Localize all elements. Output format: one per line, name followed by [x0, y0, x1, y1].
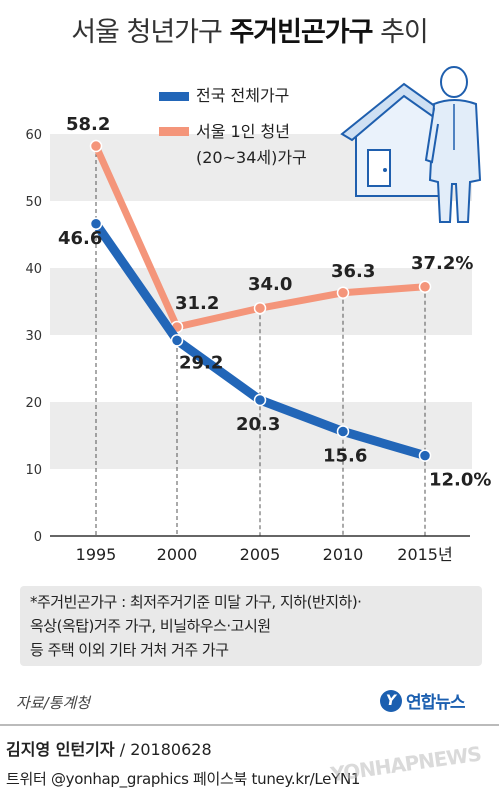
definition-note: *주거빈곤가구 : 최저주거기준 미달 가구, 지하(반지하)· 옥상(옥탑)거… — [20, 586, 482, 666]
x-axis-ticks: 1995 2000 2005 2010 2015년 — [76, 545, 453, 564]
y-tick-label: 0 — [34, 530, 42, 545]
y-tick-label: 40 — [25, 262, 42, 277]
social-links: 트위터 @yonhap_graphics 페이스북 tuney.kr/LeYN1 — [6, 770, 361, 788]
x-tick-label: 2005 — [240, 545, 281, 564]
series-point-orange — [253, 301, 267, 315]
x-tick-label: 2015년 — [397, 545, 452, 564]
x-tick-label: 2000 — [157, 545, 198, 564]
series-point-blue — [253, 393, 267, 407]
series-point-blue — [336, 425, 350, 438]
series-point-orange — [336, 286, 350, 300]
credit-line: 김지영 인턴기자 / 20180628 — [6, 736, 212, 760]
title-part2: 주거빈곤가구 — [229, 17, 373, 48]
data-label-orange: 31.2 — [175, 293, 219, 314]
grid-band-1 — [50, 268, 472, 335]
y-axis-ticks: 0 10 20 30 40 50 60 — [25, 128, 42, 545]
data-label-orange: 37.2% — [411, 253, 473, 274]
yonhap-logo-text: 연합뉴스 — [406, 693, 466, 713]
data-label-blue: 46.6 — [58, 228, 102, 249]
series-point-orange — [89, 139, 103, 153]
reporter-name: 김지영 인턴기자 — [6, 740, 115, 759]
y-tick-label: 10 — [25, 463, 42, 478]
legend-label-orange-2: (20~34세)가구 — [196, 148, 307, 167]
note-line-2: 옥상(옥탑)거주 가구, 비닐하우스·고시원 — [30, 617, 271, 635]
series-point-blue — [89, 217, 103, 231]
y-tick-label: 50 — [25, 195, 42, 210]
data-label-blue: 20.3 — [236, 414, 280, 435]
data-label-blue: 12.0% — [429, 470, 491, 491]
series-point-blue — [170, 334, 184, 347]
credit-date: / 20180628 — [114, 740, 212, 759]
watermark: YONHAPNEWS — [329, 741, 483, 787]
x-tick-label: 2010 — [323, 545, 364, 564]
x-dash-lines — [95, 146, 426, 536]
yonhap-logo: Y 연합뉴스 — [380, 688, 466, 713]
legend-label-orange-1: 서울 1인 청년 — [196, 122, 290, 141]
title-part3: 추이 — [380, 17, 429, 48]
line-chart: 0 10 20 30 40 50 60 1995 2000 2005 2010 2015년 46.6… — [25, 66, 491, 564]
series-point-blue — [418, 449, 432, 462]
y-tick-label: 20 — [25, 396, 42, 411]
grid-band-2 — [50, 402, 472, 469]
y-tick-label: 60 — [25, 128, 42, 143]
infographic-frame: 서울 청년가구 주거빈곤가구 추이 0 10 20 30 40 50 60 1995 2000… — [0, 10, 499, 713]
house-and-man-icon — [340, 66, 482, 223]
note-line-1: *주거빈곤가구 : 최저주거기준 미달 가구, 지하(반지하)· — [30, 593, 362, 611]
source-label: 자료/통계청 — [16, 694, 91, 712]
legend: 전국 전체가구 서울 1인 청년 (20~34세)가구 — [159, 86, 307, 167]
data-label-blue: 29.2 — [179, 352, 223, 373]
y-tick-label: 30 — [25, 329, 42, 344]
data-label-orange: 36.3 — [331, 261, 375, 282]
data-label-orange: 34.0 — [248, 274, 292, 295]
series-group — [89, 139, 432, 462]
note-line-3: 등 주택 이외 기타 거처 거주 가구 — [30, 641, 229, 659]
x-tick-label: 1995 — [76, 545, 117, 564]
data-labels: 46.6 29.2 20.3 15.6 12.0% 58.2 31.2 34.0 36.3 37.… — [58, 114, 491, 491]
legend-label-blue: 전국 전체가구 — [196, 86, 289, 105]
footer-divider — [0, 724, 499, 726]
chart-title: 서울 청년가구 주거빈곤가구 추이 — [0, 10, 499, 49]
data-label-orange: 58.2 — [66, 114, 110, 135]
legend-swatch-blue — [159, 92, 189, 101]
legend-swatch-orange — [159, 127, 189, 136]
title-part1: 서울 청년가구 — [71, 17, 223, 48]
series-point-orange — [418, 280, 432, 294]
yonhap-logo-icon: Y — [380, 689, 402, 712]
data-label-blue: 15.6 — [323, 445, 367, 466]
